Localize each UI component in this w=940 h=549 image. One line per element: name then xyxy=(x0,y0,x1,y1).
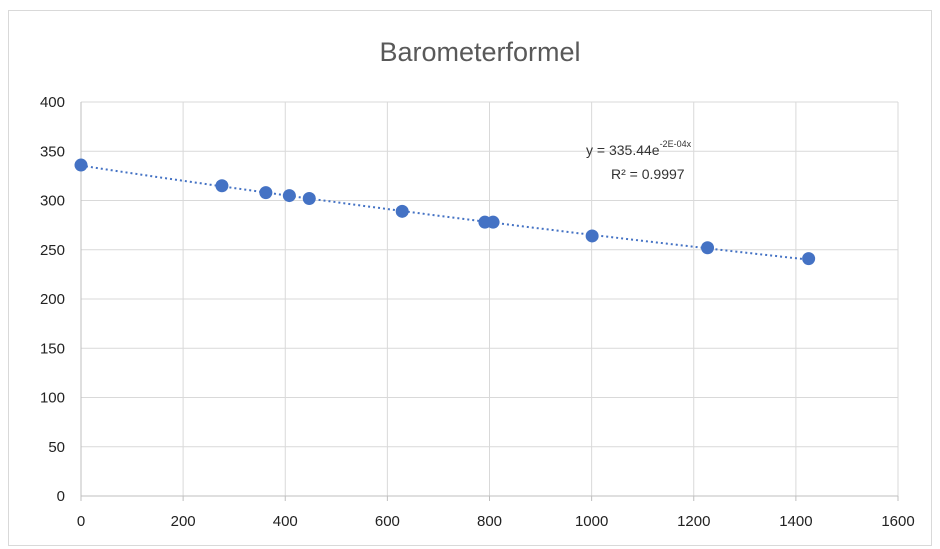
x-tick-label: 1400 xyxy=(779,513,812,530)
data-point xyxy=(395,204,409,218)
data-point xyxy=(486,215,500,229)
tick-labels: 0 50 100 150 200 250 300 350 400 0 200 400 600 800 100… xyxy=(40,94,915,530)
x-tick-label: 0 xyxy=(77,513,85,530)
y-tick-label: 50 xyxy=(48,439,65,456)
trendline-r-squared: R² = 0.9997 xyxy=(611,166,685,182)
chart-frame xyxy=(8,10,932,546)
y-tick-label: 0 xyxy=(57,488,65,505)
y-tick-label: 250 xyxy=(40,242,65,259)
y-tick-label: 400 xyxy=(40,94,65,111)
data-point xyxy=(701,241,715,255)
y-tick-label: 100 xyxy=(40,390,65,407)
trendline-equation: y = 335.44e-2E-04x xyxy=(586,139,692,158)
x-tick-label: 200 xyxy=(171,513,196,530)
data-point xyxy=(802,252,816,266)
data-point xyxy=(282,189,296,203)
trendline-equation-base: y = 335.44e xyxy=(586,142,660,158)
data-point xyxy=(74,158,88,172)
x-tick-label: 600 xyxy=(375,513,400,530)
x-tick-label: 800 xyxy=(477,513,502,530)
y-tick-label: 300 xyxy=(40,193,65,210)
x-tick-label: 1200 xyxy=(677,513,710,530)
y-tick-label: 150 xyxy=(40,340,65,357)
chart-title: Barometerformel xyxy=(379,37,580,67)
trendline-equation-exponent: -2E-04x xyxy=(660,139,692,149)
gridlines xyxy=(81,101,899,496)
data-point xyxy=(259,186,273,200)
data-point xyxy=(302,192,316,206)
trendline xyxy=(80,164,809,261)
y-tick-label: 200 xyxy=(40,291,65,308)
x-tick-label: 1600 xyxy=(881,513,914,530)
data-point xyxy=(585,229,599,243)
data-point xyxy=(215,179,229,193)
x-tick-label: 1000 xyxy=(575,513,608,530)
trendline-path xyxy=(80,164,809,261)
y-tick-label: 350 xyxy=(40,143,65,160)
x-tick-label: 400 xyxy=(273,513,298,530)
data-points xyxy=(74,158,816,266)
